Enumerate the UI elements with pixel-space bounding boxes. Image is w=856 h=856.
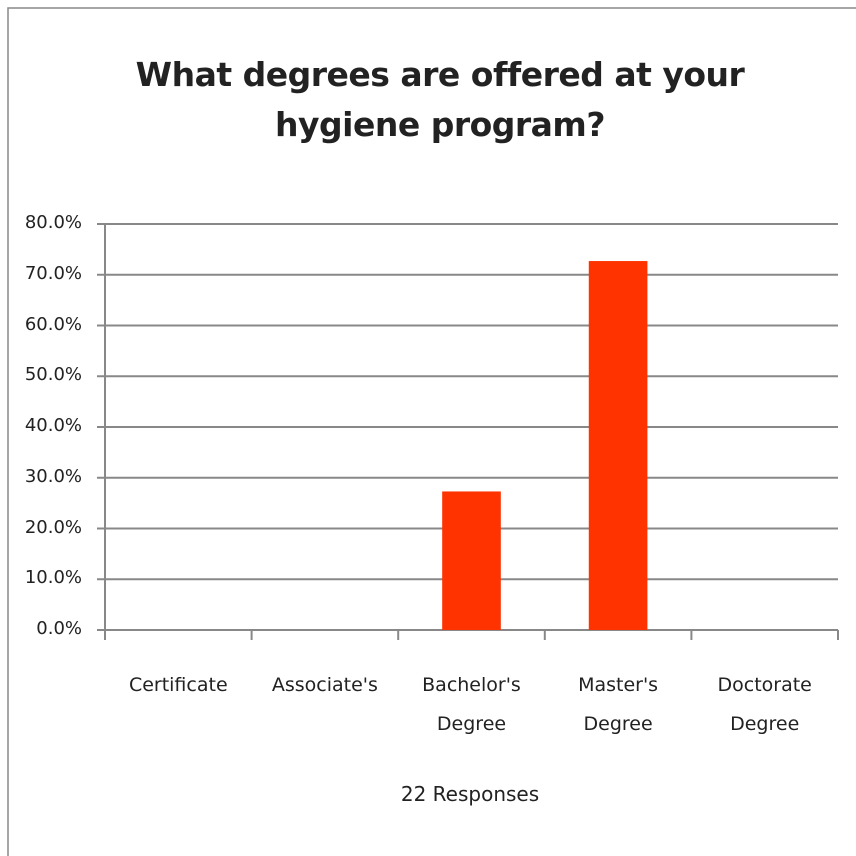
x-tick-label: Doctorate Degree xyxy=(717,674,812,735)
y-tick-label: 20.0% xyxy=(24,516,82,538)
y-tick-label: 50.0% xyxy=(24,364,82,386)
y-tick-label: 30.0% xyxy=(24,465,82,487)
x-axis-label: 22 Responses xyxy=(400,782,540,806)
y-tick-label: 0.0% xyxy=(36,618,82,639)
chart-title: What degrees are offered at your hygiene… xyxy=(135,55,745,144)
chart-frame xyxy=(7,7,856,856)
y-tick-label: 70.0% xyxy=(24,262,82,284)
y-tick-label: 60.0% xyxy=(24,313,82,335)
x-tick-label: Certificate xyxy=(128,674,228,696)
y-tick-label: 40.0% xyxy=(24,415,82,436)
x-tick-label: Bachelor's Degree xyxy=(422,674,521,735)
x-tick-label: Associate's xyxy=(271,674,378,696)
bar xyxy=(442,491,501,630)
y-tick-label: 80.0% xyxy=(24,212,82,233)
x-tick-label: Master's Degree xyxy=(578,674,659,735)
bar xyxy=(588,261,648,630)
y-tick-label: 10.0% xyxy=(24,567,82,589)
